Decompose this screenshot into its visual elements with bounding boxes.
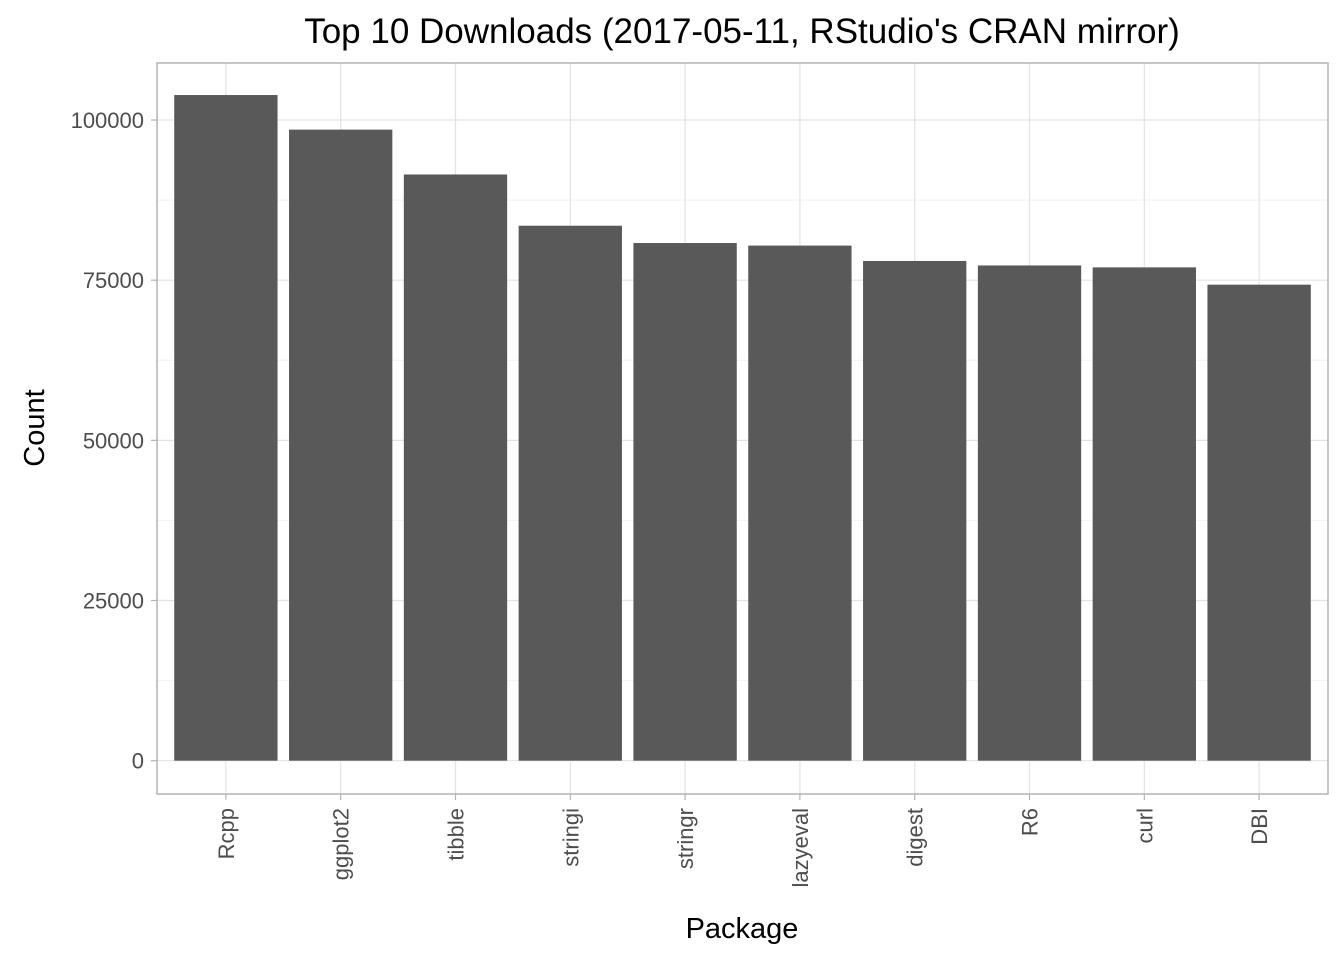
bar-curl [1092, 267, 1196, 761]
x-tick-label: Rcpp [214, 808, 239, 859]
bar-stringi [518, 225, 622, 761]
x-axis-ticks: Rcpp ggplot2 tibble stringi stringr lazyeval d… [214, 794, 1272, 887]
x-tick-label: tibble [443, 808, 468, 861]
chart-title: Top 10 Downloads (2017-05-11, RStudio's … [304, 12, 1180, 51]
y-tick-label: 0 [132, 749, 144, 774]
x-tick-label: stringi [558, 808, 583, 867]
bar-DBI [1207, 284, 1311, 761]
x-axis-title: Package [686, 913, 799, 945]
y-tick-label: 25000 [83, 589, 144, 614]
x-tick-label: curl [1132, 808, 1157, 843]
x-tick-label: DBI [1247, 808, 1272, 845]
bar-lazyeval [748, 245, 852, 761]
bar-Rcpp [174, 95, 278, 761]
bar-tibble [403, 174, 508, 761]
x-tick-label: digest [903, 808, 928, 867]
bars [174, 95, 1311, 761]
bar-stringr [633, 243, 737, 761]
y-tick-label: 100000 [71, 108, 144, 133]
panel-border [156, 62, 1329, 795]
x-tick-label: ggplot2 [329, 808, 354, 880]
bar-digest [863, 260, 967, 761]
x-tick-label: lazyeval [788, 808, 813, 887]
bar-R6 [977, 265, 1082, 761]
x-tick-label: R6 [1018, 808, 1043, 836]
y-axis-title: Count [19, 389, 51, 466]
x-tick-label: stringr [673, 808, 698, 869]
y-tick-label: 75000 [83, 268, 144, 293]
y-tick-label: 50000 [83, 428, 144, 453]
bar-ggplot2 [289, 129, 393, 761]
y-axis-ticks: 0 25000 50000 75000 100000 [71, 108, 157, 774]
